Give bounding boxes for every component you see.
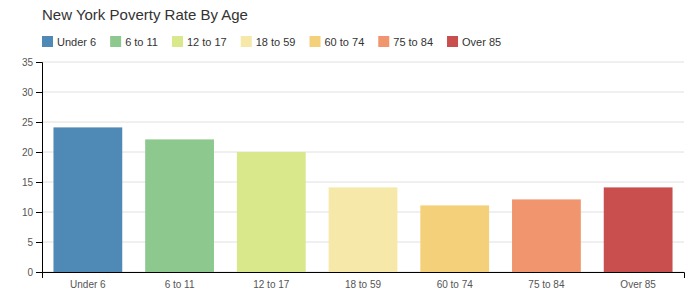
bars (53, 127, 672, 272)
tick: 35 (22, 57, 42, 68)
title: New York Poverty Rate By Age (42, 6, 248, 23)
tick: 20 (22, 147, 42, 158)
grid-line (42, 62, 684, 63)
tick-label: 0 (27, 267, 33, 278)
legend-item: 60 to 74 (310, 36, 365, 48)
legend-swatch (110, 36, 121, 47)
bar (420, 205, 489, 272)
axis-domain (36, 63, 43, 273)
tick-label: 20 (22, 147, 34, 158)
legend-label: 18 to 59 (256, 36, 296, 48)
legend-label: 75 to 84 (393, 36, 433, 48)
legend-swatch (241, 36, 252, 47)
bar (512, 199, 581, 272)
tick-mark (36, 92, 42, 93)
tick: 12 to 17 (253, 279, 290, 290)
legend-item: 18 to 59 (241, 36, 296, 48)
axis-domain (43, 273, 685, 279)
tick: 30 (22, 87, 42, 98)
legend-label: 60 to 74 (325, 36, 365, 48)
grid-line (42, 122, 684, 123)
tick: 18 to 59 (345, 279, 382, 290)
legend-swatch (447, 36, 458, 47)
bar (145, 139, 214, 272)
tick: 6 to 11 (165, 279, 195, 290)
grid (42, 62, 684, 272)
tick-mark (36, 242, 42, 243)
legend-swatch (172, 36, 183, 47)
tick-mark (36, 272, 42, 273)
legend-label: Under 6 (57, 36, 96, 48)
bar (237, 152, 306, 272)
tick: 5 (27, 237, 42, 248)
tick-mark (36, 62, 42, 63)
tick-label: Under 6 (70, 279, 106, 290)
tick-mark (36, 182, 42, 183)
tick: 15 (22, 177, 42, 188)
grid-line (42, 182, 684, 183)
tick-label: 18 to 59 (345, 279, 382, 290)
y-axis: 0 5 10 15 20 25 30 35 (22, 57, 43, 278)
legend-item: 75 to 84 (378, 36, 433, 48)
grid-line (42, 152, 684, 153)
bar (53, 127, 122, 272)
tick: 60 to 74 (437, 279, 474, 290)
tick-label: Over 85 (620, 279, 656, 290)
tick-label: 35 (22, 57, 34, 68)
legend-item: Over 85 (447, 36, 501, 48)
tick-mark (36, 122, 42, 123)
legend-swatch (42, 36, 53, 47)
legend-label: Over 85 (462, 36, 501, 48)
tick: 25 (22, 117, 42, 128)
tick: 10 (22, 207, 42, 218)
tick-label: 60 to 74 (437, 279, 474, 290)
tick-label: 10 (22, 207, 34, 218)
tick-label: 12 to 17 (253, 279, 290, 290)
legend-item: 12 to 17 (172, 36, 227, 48)
legend: Under 6 6 to 11 12 to 17 18 to 59 60 to 74 75… (42, 36, 501, 48)
tick-label: 25 (22, 117, 34, 128)
tick-label: 15 (22, 177, 34, 188)
tick: Under 6 (70, 279, 106, 290)
plot: 0 5 10 15 20 25 30 35 Under 6 6 to 11 12 to 17 18 t… (22, 57, 685, 290)
tick-mark (36, 212, 42, 213)
tick-label: 5 (27, 237, 33, 248)
tick: 0 (27, 267, 42, 278)
grid-line (42, 92, 684, 93)
tick-label: 30 (22, 87, 34, 98)
tick-label: 75 to 84 (528, 279, 565, 290)
legend-item: Under 6 (42, 36, 96, 48)
tick: Over 85 (620, 279, 656, 290)
tick: 75 to 84 (528, 279, 565, 290)
tick-mark (36, 152, 42, 153)
legend-label: 12 to 17 (187, 36, 227, 48)
x-axis: Under 6 6 to 11 12 to 17 18 to 59 60 to 74 75… (43, 273, 685, 291)
bar (604, 187, 673, 272)
legend-swatch (310, 36, 321, 47)
legend-swatch (378, 36, 389, 47)
legend-item: 6 to 11 (110, 36, 158, 48)
tick-label: 6 to 11 (165, 279, 195, 290)
legend-label: 6 to 11 (125, 36, 158, 48)
chart: New York Poverty Rate By Age 0 5 10 15 20 25 30… (0, 0, 700, 300)
bar (329, 187, 398, 272)
